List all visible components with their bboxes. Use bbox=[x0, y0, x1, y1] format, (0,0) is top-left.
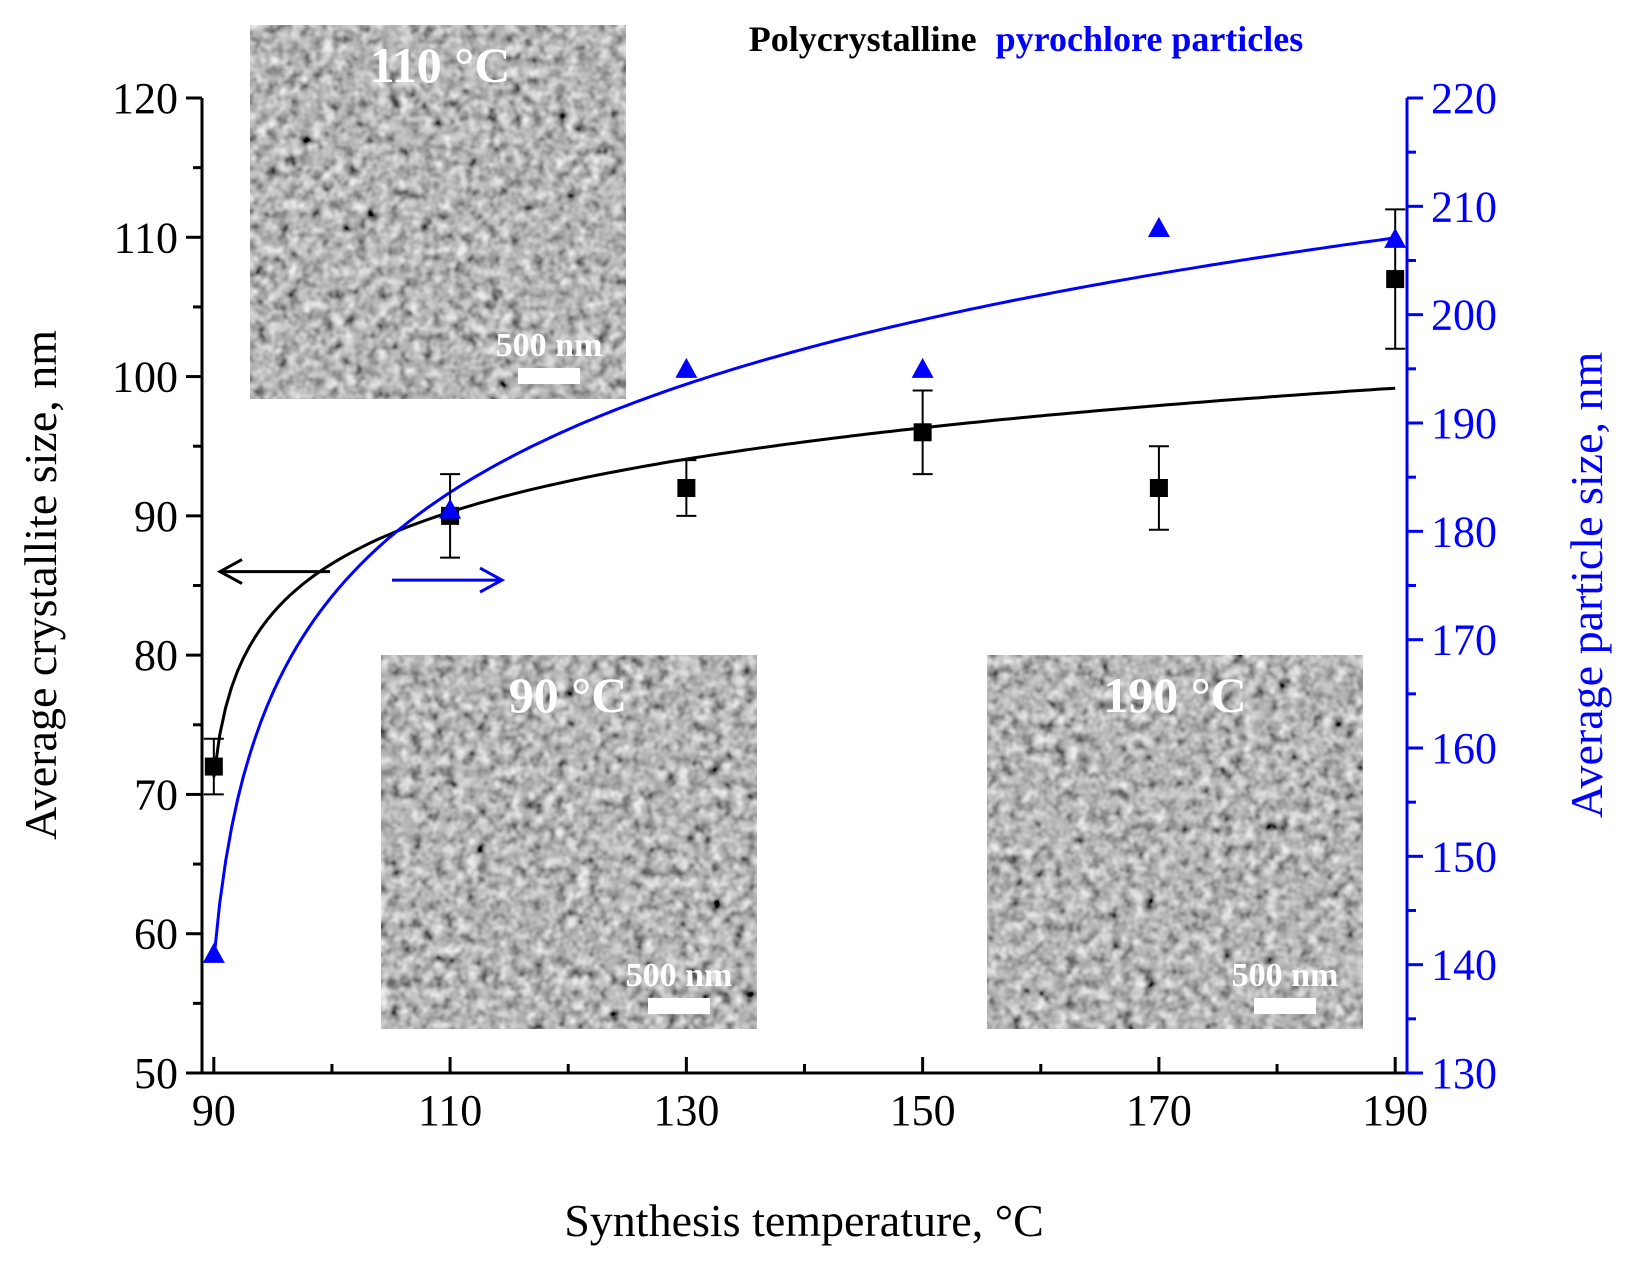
scale-bar-label: 500 nm bbox=[496, 327, 603, 364]
inset-label: 190 °C bbox=[1103, 667, 1247, 723]
left-y-tick-label: 60 bbox=[134, 910, 178, 959]
right-y-tick-label: 150 bbox=[1431, 832, 1497, 881]
particle-point bbox=[1384, 227, 1407, 248]
chart-title-black: Polycrystalline bbox=[749, 19, 977, 59]
chart-title: Polycrystalline pyrochlore particles bbox=[749, 19, 1304, 59]
crystallite-point bbox=[1149, 479, 1168, 497]
particle-point bbox=[911, 357, 934, 378]
right-y-tick-label: 170 bbox=[1431, 616, 1497, 665]
crystallite-point bbox=[1386, 270, 1405, 289]
right-y-tick-label: 200 bbox=[1431, 291, 1497, 340]
left-y-tick-label: 50 bbox=[134, 1049, 178, 1098]
left-y-tick-label: 100 bbox=[112, 353, 178, 402]
crystallite-point bbox=[913, 423, 932, 442]
crystallite-fit-curve bbox=[212, 386, 1396, 778]
left-y-axis-ticks: 50 60 70 80 90 100 110 120 bbox=[112, 74, 202, 1098]
left-axis-arrowhead bbox=[216, 558, 243, 585]
scale-bar-label: 500 nm bbox=[1232, 957, 1339, 994]
sem-texture bbox=[250, 25, 626, 399]
fit-curves bbox=[212, 236, 1396, 961]
chart-title-blue: pyrochlore particles bbox=[996, 19, 1304, 59]
sem-texture bbox=[987, 655, 1363, 1029]
sem-texture bbox=[381, 655, 757, 1029]
x-axis-ticks: 90 110 130 150 170 190 bbox=[192, 1057, 1428, 1135]
inset-label: 90 °C bbox=[509, 667, 628, 723]
particle-point bbox=[1147, 217, 1170, 237]
left-y-axis-title: Average crystallite size, nm bbox=[15, 330, 66, 840]
right-y-axis-title: Average particle size, nm bbox=[1561, 351, 1612, 818]
x-tick-label: 130 bbox=[653, 1086, 719, 1135]
scale-bar bbox=[518, 368, 580, 384]
right-y-tick-label: 220 bbox=[1431, 74, 1497, 123]
right-y-tick-label: 160 bbox=[1431, 724, 1497, 773]
x-axis-title: Synthesis temperature, °C bbox=[564, 1195, 1044, 1246]
scale-bar bbox=[1254, 998, 1316, 1014]
right-y-tick-label: 210 bbox=[1431, 182, 1497, 231]
x-tick-label: 170 bbox=[1126, 1086, 1192, 1135]
inset-190: 190 °C 500 nm bbox=[987, 655, 1363, 1029]
crystallite-point bbox=[204, 757, 223, 776]
right-axis-arrowhead bbox=[479, 566, 506, 594]
left-y-tick-label: 120 bbox=[112, 74, 178, 123]
crystallite-point bbox=[677, 479, 696, 497]
axis-arrows bbox=[216, 558, 506, 594]
left-y-tick-label: 90 bbox=[134, 492, 178, 541]
right-y-tick-label: 190 bbox=[1431, 399, 1497, 448]
inset-110: 110 °C 500 nm bbox=[250, 25, 626, 399]
axes: 90 110 130 150 170 190 50 60 70 80 90 100 110 120 13… bbox=[112, 74, 1497, 1135]
right-y-tick-label: 130 bbox=[1431, 1049, 1497, 1098]
particle-point bbox=[439, 498, 462, 519]
particle-point bbox=[675, 357, 698, 378]
left-y-tick-label: 80 bbox=[134, 631, 178, 680]
particle-fit-curve bbox=[212, 236, 1396, 961]
right-y-axis-ticks: 130 140 150 160 170 180 190 200 210 220 bbox=[1407, 74, 1497, 1098]
x-tick-label: 150 bbox=[890, 1086, 956, 1135]
particle-point bbox=[202, 942, 225, 963]
right-y-tick-label: 180 bbox=[1431, 507, 1497, 556]
inset-label: 110 °C bbox=[370, 37, 511, 93]
scale-bar bbox=[648, 998, 710, 1014]
right-y-tick-label: 140 bbox=[1431, 941, 1497, 990]
x-tick-label: 190 bbox=[1362, 1086, 1428, 1135]
x-tick-label: 110 bbox=[418, 1086, 482, 1135]
scale-bar-label: 500 nm bbox=[626, 957, 733, 994]
data-markers bbox=[202, 217, 1407, 963]
inset-90: 90 °C 500 nm bbox=[381, 655, 757, 1029]
x-tick-label: 90 bbox=[192, 1086, 236, 1135]
left-y-tick-label: 110 bbox=[114, 213, 178, 262]
left-y-tick-label: 70 bbox=[134, 770, 178, 819]
